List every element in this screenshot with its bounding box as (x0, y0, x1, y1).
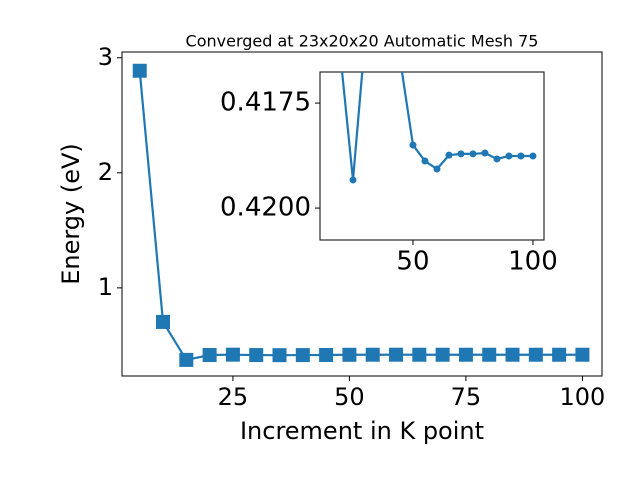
marker (421, 157, 429, 165)
marker (505, 347, 520, 362)
marker (575, 347, 590, 362)
marker (412, 347, 427, 362)
marker (458, 347, 473, 362)
marker (552, 347, 567, 362)
marker (179, 352, 194, 367)
y-tick-label: 0.4200 (220, 193, 311, 223)
marker (457, 150, 465, 158)
y-tick-label: 1 (98, 273, 113, 301)
marker (409, 141, 417, 149)
x-tick-label: 50 (334, 383, 365, 411)
marker (295, 348, 310, 363)
y-tick-label: 0.4175 (220, 88, 311, 118)
marker (505, 152, 513, 160)
marker (481, 149, 489, 157)
marker (433, 165, 441, 173)
marker (342, 347, 357, 362)
y-tick-label: 3 (98, 43, 113, 71)
marker (493, 155, 501, 163)
marker (445, 151, 453, 159)
marker (225, 347, 240, 362)
marker (435, 347, 450, 362)
marker (202, 348, 217, 363)
marker (249, 348, 264, 363)
y-tick-label: 2 (98, 158, 113, 186)
marker (349, 176, 357, 184)
chart-title: Converged at 23x20x20 Automatic Mesh 75 (186, 32, 539, 51)
marker (469, 150, 477, 158)
x-axis-label: Increment in K point (240, 417, 484, 445)
marker (156, 314, 171, 329)
plot-area (132, 63, 590, 367)
x-tick-label: 100 (508, 247, 558, 277)
plot-area (340, 72, 537, 184)
x-tick-label: 75 (451, 383, 482, 411)
x-tick-label: 25 (218, 383, 249, 411)
marker (529, 152, 537, 160)
y-axis-label: Energy (eV) (57, 143, 85, 285)
marker (517, 152, 525, 160)
x-tick-label: 50 (396, 247, 429, 277)
marker (319, 347, 334, 362)
marker (272, 348, 287, 363)
marker (482, 347, 497, 362)
x-tick-label: 100 (560, 383, 606, 411)
marker (528, 347, 543, 362)
marker (132, 63, 147, 78)
marker (389, 347, 404, 362)
marker (365, 347, 380, 362)
